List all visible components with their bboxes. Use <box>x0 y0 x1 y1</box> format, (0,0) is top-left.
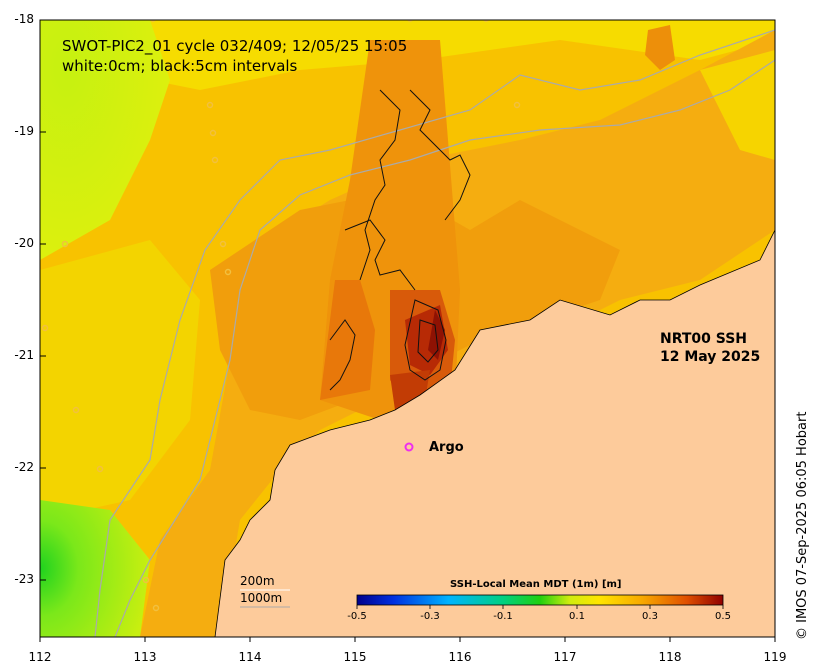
bathymetry-200m <box>114 59 775 637</box>
plot-frame <box>39 19 776 638</box>
lon-tick: 114 <box>238 650 262 664</box>
colorbar-tick: 0.1 <box>569 611 585 622</box>
lat-tick: -23 <box>14 572 34 586</box>
lon-tick: 117 <box>553 650 577 664</box>
product-label: NRT00 SSH 12 May 2025 <box>660 330 760 366</box>
low-ssh-region-sw <box>40 500 150 637</box>
title-line-2: white:0cm; black:5cm intervals <box>62 57 298 75</box>
lon-tick: 115 <box>343 650 367 664</box>
colorbar <box>356 594 724 606</box>
lat-tick: -21 <box>14 348 34 362</box>
scale-label-1000m: 1000m <box>240 591 283 605</box>
colorbar-tick: 0.5 <box>715 611 731 622</box>
credit-text: © IMOS 07-Sep-2025 06:05 Hobart <box>795 411 810 640</box>
map-title: SWOT-PIC2_01 cycle 032/409; 12/05/25 15:… <box>62 36 407 76</box>
lon-tick: 118 <box>658 650 682 664</box>
lat-tick: -20 <box>14 236 34 250</box>
scale-label-200m: 200m <box>240 574 275 588</box>
colorbar-tick: 0.3 <box>642 611 658 622</box>
lon-tick: 113 <box>133 650 157 664</box>
product-line-1: NRT00 SSH <box>660 331 748 347</box>
colorbar-tick: -0.5 <box>347 611 367 622</box>
coastline <box>214 229 775 637</box>
product-line-2: 12 May 2025 <box>660 349 761 365</box>
colorbar-tick: -0.3 <box>420 611 440 622</box>
colorbar-tick: -0.1 <box>493 611 513 622</box>
bathymetry-1000m <box>94 29 775 637</box>
ssh-contour <box>359 89 401 281</box>
lat-tick: -18 <box>14 12 34 26</box>
lat-tick: -22 <box>14 460 34 474</box>
lon-tick: 112 <box>28 650 52 664</box>
lon-tick: 116 <box>448 650 472 664</box>
australia-land <box>215 230 775 637</box>
argo-float-markers <box>41 20 521 612</box>
low-ssh-region-nw <box>40 20 170 260</box>
colorbar-title: SSH-Local Mean MDT (1m) [m] <box>450 579 622 590</box>
argo-label: Argo <box>429 440 464 455</box>
argo-marker <box>404 442 414 452</box>
lat-tick: -19 <box>14 124 34 138</box>
title-line-1: SWOT-PIC2_01 cycle 032/409; 12/05/25 15:… <box>62 37 408 55</box>
lon-tick: 119 <box>763 650 787 664</box>
